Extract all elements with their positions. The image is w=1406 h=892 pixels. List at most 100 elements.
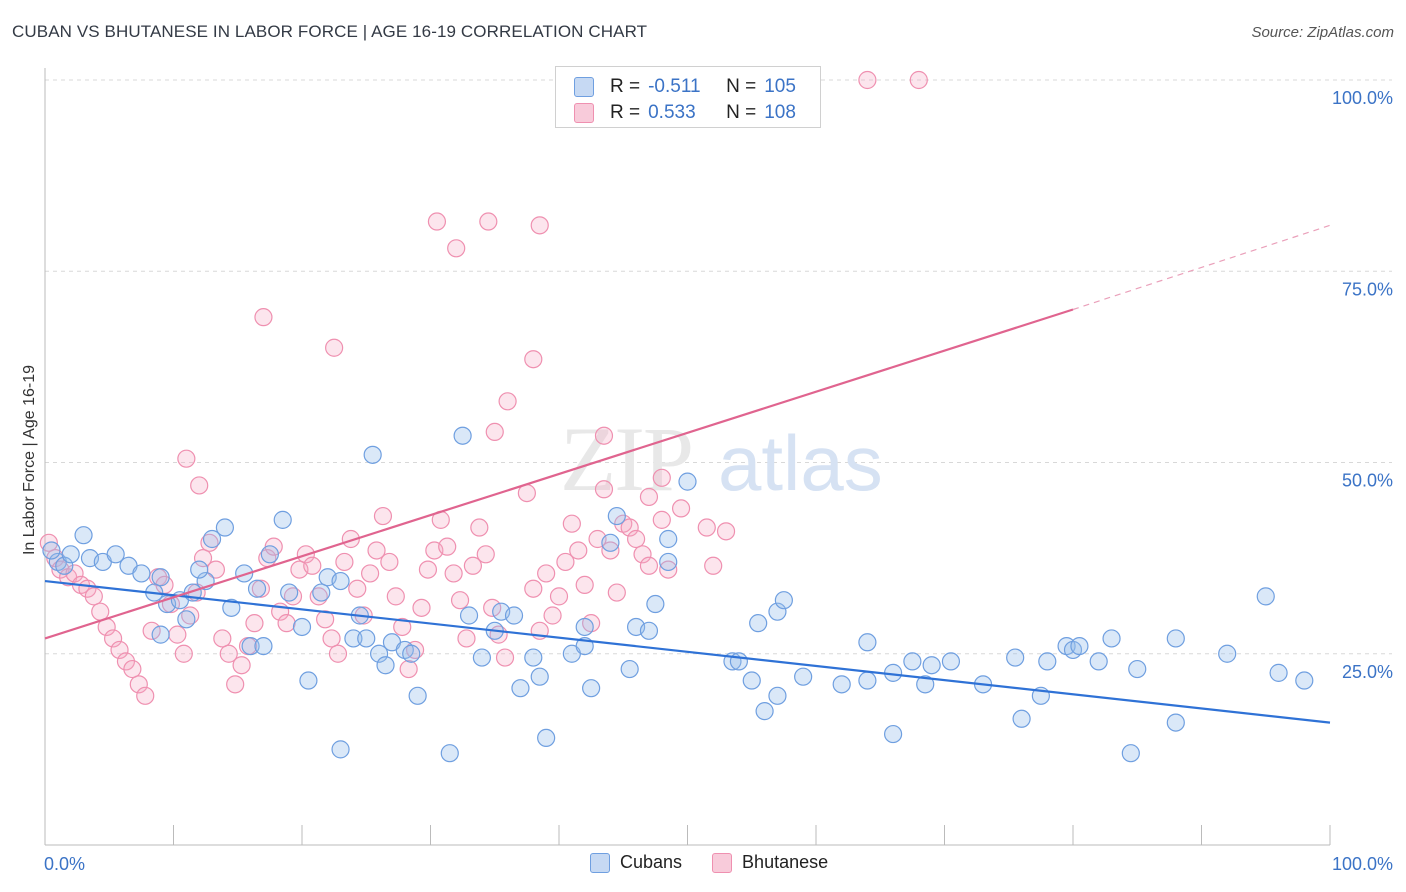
bhutanese-point (226, 675, 245, 694)
cubans-point (376, 656, 395, 675)
bhutanese-point (123, 659, 142, 679)
chart-title: CUBAN VS BHUTANESE IN LABOR FORCE | AGE … (12, 22, 648, 41)
cubans-point (601, 533, 620, 552)
bhutanese-point (322, 629, 341, 648)
bhutanese-point (485, 422, 504, 441)
bhutanese-point (251, 579, 270, 598)
cubans-point (151, 625, 170, 644)
cubans-point (903, 652, 922, 671)
bhutanese-point (168, 625, 187, 644)
bhutanese-point (367, 541, 386, 560)
cubans-point (607, 506, 626, 526)
cubans-point (459, 606, 479, 625)
bhutanese-point (601, 541, 620, 560)
cubans-point (922, 656, 941, 675)
bhutanese-point (530, 216, 549, 235)
bhutanese-point (450, 591, 470, 610)
cubans-point (453, 426, 472, 445)
legend-item-bhutanese[interactable]: Bhutanese (712, 852, 828, 873)
cubans-point (537, 728, 556, 748)
cubans-point (883, 724, 903, 744)
bhutanese-point (245, 614, 264, 633)
bhutanese-point (562, 514, 581, 533)
legend-item-cubans[interactable]: Cubans (590, 852, 682, 873)
bhutanese-point (524, 579, 543, 598)
legend-row-bhutanese: R = 0.533 N = 108 (574, 100, 796, 126)
bhutanese-point (380, 552, 399, 572)
cubans-point (749, 614, 768, 633)
bhutanese-point (457, 629, 476, 648)
cubans-point (55, 556, 74, 575)
cubans-point (832, 675, 851, 694)
cubans-point (472, 648, 491, 667)
cubans-point (511, 679, 530, 698)
cubans-point (331, 571, 350, 591)
cubans-point (363, 445, 382, 464)
cubans-point (582, 679, 601, 698)
cubans-point (1121, 744, 1140, 763)
bhutanese-point (479, 212, 498, 231)
bhutanese-point (91, 602, 110, 621)
cubans-point (215, 518, 234, 537)
cubans-point (247, 579, 267, 598)
bhutanese-point (704, 556, 723, 575)
bhutanese-point (325, 338, 344, 357)
correlation-legend: R = -0.511 N = 105 R = 0.533 N = 108 (555, 66, 821, 128)
bhutanese-point (254, 308, 273, 327)
grid-lines (45, 79, 1392, 655)
cubans-point (768, 686, 787, 705)
bhutanese-point (219, 644, 238, 663)
bhutanese-point (427, 212, 447, 231)
cubans-point (768, 602, 787, 621)
bhutanese-point (671, 499, 691, 518)
bhutanese-point (524, 350, 543, 369)
cubans-point (357, 629, 376, 648)
bhutanese-point (556, 552, 575, 572)
bhutanese-point (447, 239, 466, 258)
bhutanese-point (393, 617, 412, 637)
bhutanese-point (328, 644, 348, 663)
cubans-point (177, 610, 196, 629)
bhutanese-point (569, 541, 588, 560)
bhutanese-point (399, 659, 418, 679)
cubans-point (659, 529, 678, 549)
y-tick-label: 75.0% (1342, 279, 1393, 299)
cubans-point (794, 667, 813, 686)
cubans-point (61, 545, 80, 564)
bhutanese-point (129, 675, 148, 694)
cubans-trend-line (44, 579, 1331, 724)
y-tick-label: 50.0% (1342, 471, 1393, 491)
bhutanese-point (418, 560, 438, 579)
cubans-point (620, 659, 639, 679)
bhutanese-point (633, 545, 652, 564)
bhutanese-point (104, 629, 123, 648)
cubans-point (106, 545, 125, 564)
bhutanese-point (303, 556, 322, 575)
cubans-point (402, 644, 421, 663)
bhutanese-point (697, 518, 716, 537)
cubans-point (312, 583, 331, 602)
legend-label-cubans: Cubans (620, 852, 683, 872)
bhutanese-point (607, 583, 626, 602)
bhutanese-point (136, 686, 155, 705)
cubans-points (42, 426, 1314, 763)
cubans-point (858, 633, 877, 652)
bhutanese-point (335, 552, 354, 572)
legend-n-value: 108 (764, 102, 796, 123)
legend-r-key: R = (610, 76, 641, 97)
bhutanese-point (495, 648, 515, 667)
legend-r-value: 0.533 (648, 102, 696, 123)
bhutanese-point (463, 556, 483, 575)
bhutanese-point (110, 640, 129, 660)
bhutanese-point (476, 545, 495, 564)
x-tick-label: 100.0% (1332, 854, 1393, 874)
bhutanese-point (498, 392, 517, 411)
cubans-point (344, 629, 363, 648)
cubans-point (370, 644, 389, 663)
bhutanese-point (652, 468, 671, 487)
cubans-point (524, 648, 543, 667)
cubans-point (280, 583, 299, 602)
source-label: Source: ZipAtlas.com (1251, 24, 1394, 41)
bhutanese-point (659, 560, 678, 579)
legend-n-value: 105 (764, 76, 796, 97)
